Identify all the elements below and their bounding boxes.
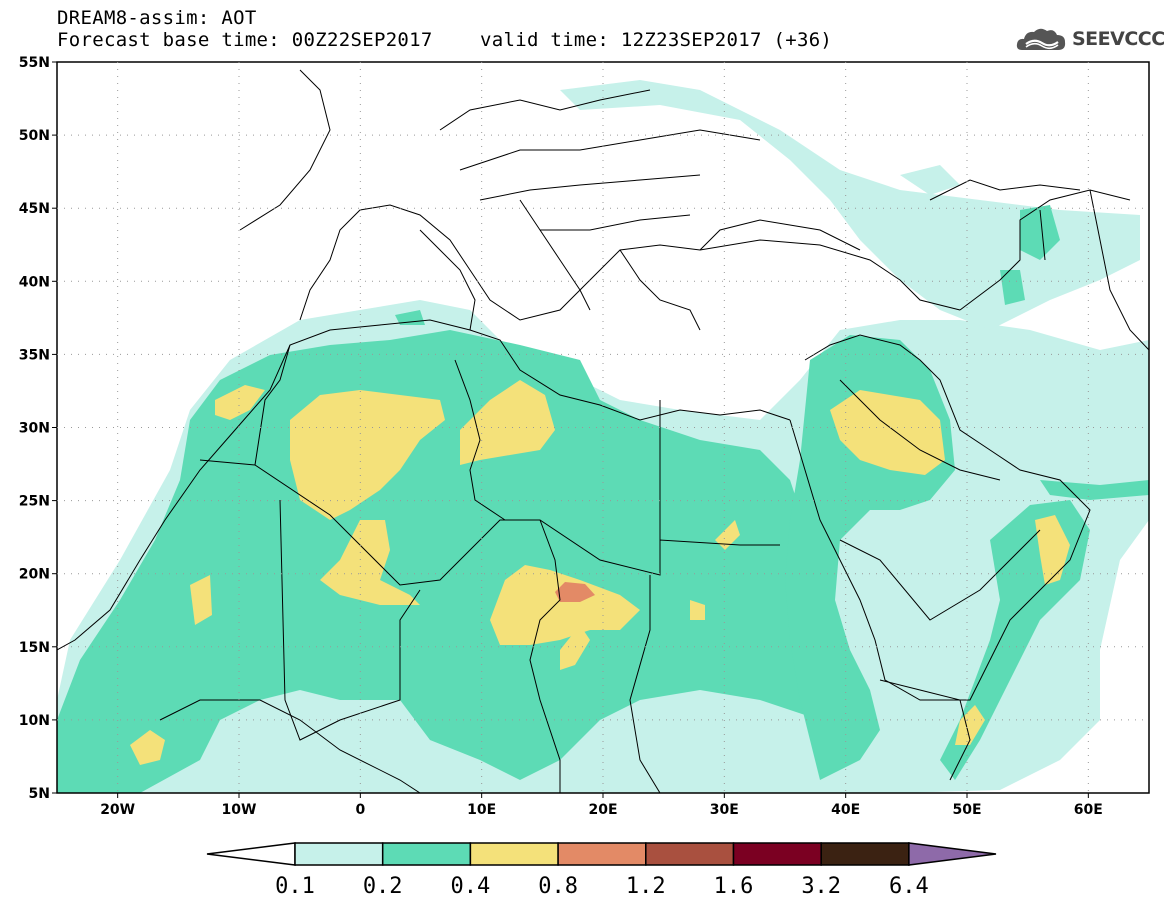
forecast-base-time: Forecast base time: 00Z22SEP2017 [57, 29, 433, 51]
lat-label: 40N [19, 274, 50, 290]
lat-label: 25N [19, 494, 50, 510]
lat-label: 35N [19, 347, 50, 363]
lon-label: 60E [1074, 802, 1103, 818]
colorbar-label: 6.4 [889, 874, 929, 899]
axis-ticks: 55N 50N 45N 40N 35N 30N 25N 20N 15N 10N 5N 20W 10W 0 1… [19, 55, 1103, 818]
lat-label: 45N [19, 201, 50, 217]
graticule [57, 62, 1149, 793]
lat-label: 5N [29, 786, 50, 802]
colorbar-label: 1.6 [714, 874, 754, 899]
colorbar-label: 0.4 [451, 874, 491, 899]
colorbar-label: 0.1 [275, 874, 315, 899]
seevccc-logo: SEEVCCC [1014, 22, 1165, 58]
colorbar-swatch [732, 842, 822, 866]
valid-time: valid time: 12Z23SEP2017 (+36) [480, 29, 833, 51]
colorbar-swatch [469, 842, 559, 866]
colorbar: 0.1 0.2 0.4 0.8 1.2 1.6 3.2 6.4 [206, 842, 997, 899]
lon-label: 50E [952, 802, 981, 818]
lon-label: 30E [710, 802, 739, 818]
lon-label: 10E [467, 802, 496, 818]
colorbar-label: 1.2 [626, 874, 666, 899]
aot-band-0.4 [130, 380, 1070, 765]
colorbar-swatch [820, 842, 910, 866]
cloud-icon [1016, 28, 1066, 50]
colorbar-label: 0.8 [538, 874, 578, 899]
aot-band-0.8 [555, 582, 595, 602]
lat-label: 20N [19, 567, 50, 583]
coastlines [57, 69, 1149, 793]
colorbar-swatch [557, 842, 647, 866]
colorbar-right-arrow [908, 842, 997, 866]
lon-label: 0 [355, 802, 365, 818]
lat-label: 55N [19, 55, 50, 71]
lat-label: 30N [19, 421, 50, 437]
lat-label: 50N [19, 128, 50, 144]
colorbar-swatch [294, 842, 384, 866]
lon-label: 20E [588, 802, 617, 818]
colorbar-label: 0.2 [363, 874, 403, 899]
lon-label: 40E [831, 802, 860, 818]
lon-label: 20W [100, 802, 135, 818]
colorbar-label: 3.2 [801, 874, 841, 899]
lat-label: 10N [19, 713, 50, 729]
lon-label: 10W [222, 802, 257, 818]
lat-label: 15N [19, 640, 50, 656]
colorbar-swatch [381, 842, 472, 866]
logo-text: SEEVCCC [1072, 28, 1165, 50]
colorbar-swatch [645, 842, 735, 866]
map-title: DREAM8-assim: AOT [57, 7, 257, 29]
colorbar-left-arrow [206, 842, 296, 866]
